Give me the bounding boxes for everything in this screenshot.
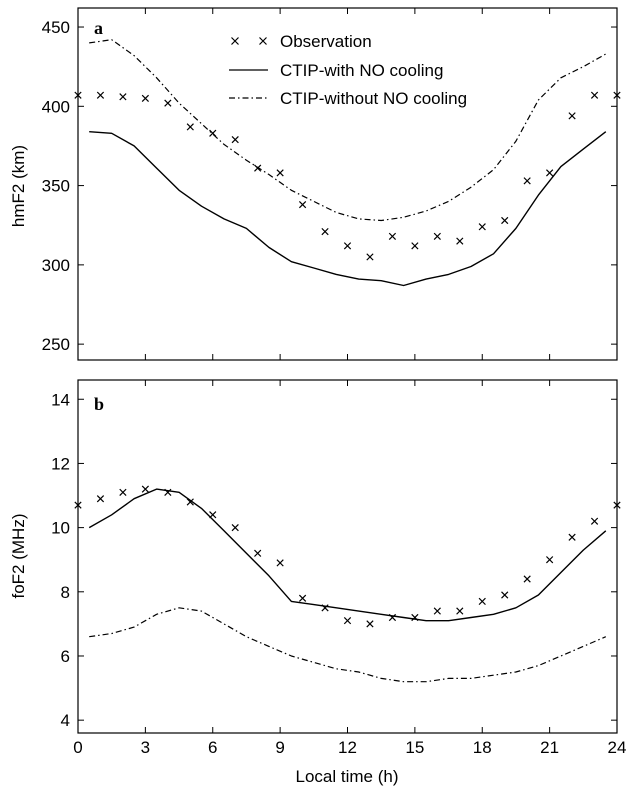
observation-point <box>231 135 239 144</box>
observation-point <box>501 216 509 225</box>
observation-point <box>478 597 486 606</box>
observation-point <box>590 91 599 99</box>
y-tick-label: 300 <box>42 256 70 275</box>
x-tick-label: 0 <box>73 738 82 757</box>
panel-b: b foF2 (MHz) Local time (h) <box>9 379 618 786</box>
observation-point <box>613 91 621 99</box>
panel-b-label: b <box>94 394 104 414</box>
observation-point <box>276 169 284 177</box>
legend-label-with-no-cooling: CTIP-with NO cooling <box>280 61 443 80</box>
y-tick-label: 250 <box>42 335 70 354</box>
observation-point <box>433 232 441 240</box>
observation-point <box>254 549 262 557</box>
panel-b-frame <box>77 379 618 734</box>
y-tick-label: 12 <box>51 454 70 473</box>
x-tick-label: 15 <box>405 738 424 757</box>
observation-point <box>254 164 262 172</box>
observation-point <box>366 620 374 628</box>
panel-b-ylabel: foF2 (MHz) <box>9 514 28 599</box>
y-tick-label: 6 <box>61 647 70 666</box>
observation-point <box>186 123 194 131</box>
observation-point <box>343 242 352 250</box>
x-tick-label: 6 <box>208 738 217 757</box>
observation-point <box>523 177 531 185</box>
y-tick-label: 450 <box>42 18 70 37</box>
observation-point <box>456 237 464 245</box>
observation-point <box>366 253 374 261</box>
observation-point <box>501 591 509 599</box>
x-axis-label: Local time (h) <box>296 767 399 786</box>
legend-label-without-no-cooling: CTIP-without NO cooling <box>280 89 467 108</box>
observation-point <box>141 94 149 103</box>
observation-point <box>411 242 419 250</box>
series-observation <box>74 485 621 628</box>
y-tick-label: 14 <box>51 390 70 409</box>
observation-point <box>546 169 554 177</box>
series-line-ctip-with-no-cooling <box>88 488 607 622</box>
observation-point <box>388 232 397 240</box>
y-tick-label: 4 <box>61 711 70 730</box>
x-tick-label: 18 <box>473 738 492 757</box>
x-tick-label: 9 <box>275 738 284 757</box>
series-line-ctip-without-no-cooling <box>89 607 607 683</box>
observation-point <box>119 93 127 101</box>
series-observation <box>74 91 621 261</box>
series-line-ctip-without-no-cooling <box>89 39 607 222</box>
observation-point <box>276 559 284 567</box>
observation-point <box>433 607 441 615</box>
observation-point <box>164 99 172 107</box>
x-tick-label: 21 <box>540 738 559 757</box>
y-tick-label: 400 <box>42 97 70 116</box>
legend-marker-observation <box>231 37 267 45</box>
panel-a-label: a <box>94 18 103 38</box>
y-tick-label: 8 <box>61 583 70 602</box>
series-line-ctip-with-no-cooling <box>89 131 607 287</box>
y-tick-label: 10 <box>51 519 70 538</box>
observation-point <box>546 556 554 564</box>
x-tick-label: 3 <box>141 738 150 757</box>
observation-point <box>568 112 576 120</box>
observation-point <box>478 223 486 231</box>
observation-point <box>456 607 464 615</box>
observation-point <box>74 501 82 509</box>
observation-point <box>321 227 329 236</box>
observation-point <box>590 517 599 525</box>
panel-a-ylabel: hmF2 (km) <box>9 145 28 227</box>
observation-point <box>298 594 307 602</box>
legend: Observation CTIP-with NO cooling CTIP-wi… <box>229 32 467 108</box>
y-tick-label: 350 <box>42 177 70 196</box>
x-tick-label: 24 <box>608 738 626 757</box>
observation-point <box>231 523 239 532</box>
observation-point <box>298 200 307 209</box>
panel-b-plot: 0 3 6 9 12 15 18 21 24 4 6 8 10 12 14 <box>51 380 626 757</box>
observation-point <box>96 91 105 99</box>
legend-label-observation: Observation <box>280 32 372 51</box>
observation-point <box>186 498 194 506</box>
observation-point <box>119 488 127 496</box>
panel-a: a hmF2 (km) Observation CTIP-with NO coo… <box>9 7 618 361</box>
observation-point <box>568 533 576 541</box>
observation-point <box>613 501 621 509</box>
x-tick-label: 12 <box>338 738 357 757</box>
observation-point <box>343 617 352 625</box>
panel-a-plot: 250 300 350 400 450 <box>42 8 621 360</box>
observation-point <box>523 575 531 583</box>
observation-point <box>141 485 149 493</box>
observation-point <box>96 495 105 503</box>
observation-point <box>74 91 82 99</box>
